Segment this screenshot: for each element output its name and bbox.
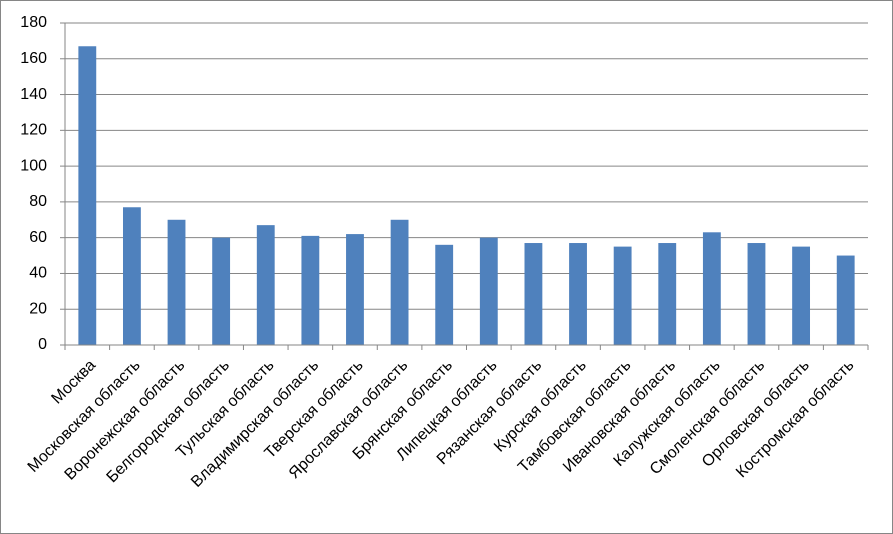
bar (792, 246, 811, 345)
bar (122, 207, 141, 345)
y-tick-label: 80 (29, 193, 47, 210)
bar (747, 243, 766, 345)
bar (524, 243, 543, 345)
y-tick-label: 40 (29, 265, 47, 282)
y-tick-label: 100 (20, 157, 47, 174)
y-tick-label: 180 (20, 14, 47, 31)
y-tick-label: 20 (29, 300, 47, 317)
bar (167, 219, 186, 345)
y-tick-label: 120 (20, 122, 47, 139)
bar (569, 243, 587, 345)
y-tick-label: 140 (20, 86, 47, 103)
bar (702, 232, 721, 345)
bar (836, 255, 855, 345)
y-tick-label: 60 (29, 229, 47, 246)
bar (346, 234, 364, 345)
bar (613, 246, 632, 345)
bar (435, 244, 454, 345)
bar (212, 237, 231, 345)
y-tick-label: 160 (20, 50, 47, 67)
bar (479, 237, 498, 345)
bar (658, 243, 677, 345)
y-tick-label: 0 (38, 336, 47, 353)
bar (390, 219, 409, 345)
bar (256, 225, 275, 345)
bar (78, 46, 97, 345)
bar (301, 235, 320, 345)
